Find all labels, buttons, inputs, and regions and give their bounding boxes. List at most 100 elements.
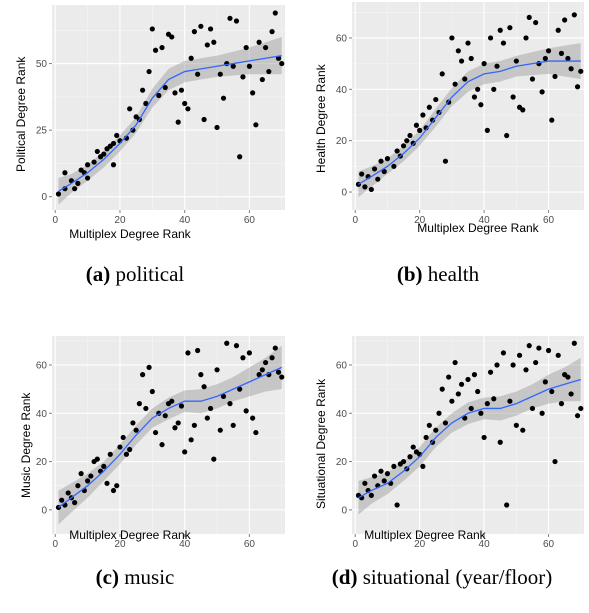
data-point <box>84 175 91 181</box>
panel-music: 0 20 40 60 0 20 40 60 Music Degree Rank Multipl… <box>0 300 295 613</box>
data-point <box>468 405 474 412</box>
data-point <box>555 352 561 358</box>
data-point <box>384 156 391 162</box>
y-tick-label: 40 <box>36 409 48 420</box>
data-point <box>259 76 265 83</box>
data-point <box>230 422 236 428</box>
data-point <box>94 148 100 155</box>
data-point <box>72 500 78 506</box>
smooth-line-political <box>58 54 282 192</box>
data-point <box>272 345 278 351</box>
data-point <box>436 410 442 416</box>
data-point <box>140 372 146 378</box>
data-point <box>94 456 100 462</box>
data-point <box>149 26 155 32</box>
data-point <box>159 442 165 448</box>
data-point <box>211 456 217 462</box>
data-point <box>555 27 561 33</box>
data-point <box>513 422 519 428</box>
data-point <box>391 163 397 169</box>
data-point <box>162 413 168 419</box>
data-point <box>462 415 468 421</box>
data-point <box>507 25 513 31</box>
y-tick-label: 0 <box>41 505 47 516</box>
data-point <box>152 47 159 53</box>
data-point <box>146 364 152 370</box>
data-point <box>185 106 191 112</box>
data-point <box>578 405 584 412</box>
panel-situational: 0 20 40 60 0 20 40 60 Situational Degree Rank M… <box>295 300 589 613</box>
data-point <box>214 367 220 373</box>
data-point <box>565 55 571 62</box>
y-tick-label: 60 <box>336 33 348 44</box>
data-point <box>146 68 152 75</box>
data-point <box>262 44 269 51</box>
data-point <box>227 401 233 407</box>
data-point <box>520 107 526 113</box>
data-point <box>75 180 81 186</box>
x-tick-label: 0 <box>52 215 58 226</box>
data-point <box>497 27 503 33</box>
data-point <box>159 44 165 51</box>
data-point <box>371 473 378 479</box>
data-point <box>475 388 481 395</box>
data-point <box>426 422 432 428</box>
data-point <box>152 429 159 436</box>
data-point <box>375 176 381 182</box>
y-tick-label: 60 <box>336 360 348 371</box>
data-point <box>400 458 407 465</box>
data-point <box>539 89 545 95</box>
data-point <box>529 76 536 82</box>
data-point <box>172 90 178 96</box>
data-point <box>478 410 484 416</box>
data-point <box>227 15 233 21</box>
data-point <box>220 95 227 101</box>
data-point <box>133 427 139 433</box>
data-point <box>195 347 201 354</box>
plot-panel-health <box>352 2 584 210</box>
y-tick-label: 0 <box>341 188 347 199</box>
caption-text-d: situational (year/floor) <box>362 565 553 589</box>
data-point <box>407 132 413 139</box>
data-point <box>127 446 133 453</box>
data-point <box>62 186 68 192</box>
data-point <box>536 345 542 351</box>
data-point <box>140 87 146 93</box>
data-point <box>256 39 262 45</box>
data-point <box>381 168 387 175</box>
data-point <box>117 444 123 450</box>
data-point <box>240 74 246 80</box>
y-tick-label: 40 <box>336 409 348 420</box>
caption-label-d: (d) <box>331 565 358 589</box>
data-point <box>220 393 227 399</box>
data-point <box>491 396 497 402</box>
data-point <box>130 420 136 426</box>
data-point <box>574 413 581 419</box>
data-point <box>149 388 155 395</box>
data-point <box>207 405 214 412</box>
data-point <box>185 350 191 356</box>
data-point <box>182 100 188 107</box>
data-point <box>449 398 455 404</box>
data-point <box>279 60 285 67</box>
data-point <box>513 58 519 64</box>
data-point <box>529 405 536 412</box>
data-point <box>381 478 387 484</box>
x-tick-label: 40 <box>479 215 491 226</box>
smooth-line-music <box>58 366 283 508</box>
data-point <box>481 61 487 67</box>
confidence-band-situational <box>358 357 581 515</box>
caption-text-c: music <box>124 565 175 589</box>
data-point <box>362 184 368 190</box>
data-point <box>487 35 494 41</box>
y-axis-title-political: Political Degree Rank <box>14 56 28 172</box>
x-tick-label: 20 <box>414 215 426 226</box>
scatter-chart-health: 0 20 40 60 0 20 40 60 <box>336 2 584 226</box>
data-point <box>204 415 210 421</box>
data-point <box>143 405 149 412</box>
data-point <box>552 73 558 80</box>
data-point <box>240 355 246 361</box>
x-tick-label: 60 <box>543 539 555 550</box>
data-point <box>120 434 126 441</box>
y-tick-label: 0 <box>41 192 47 203</box>
